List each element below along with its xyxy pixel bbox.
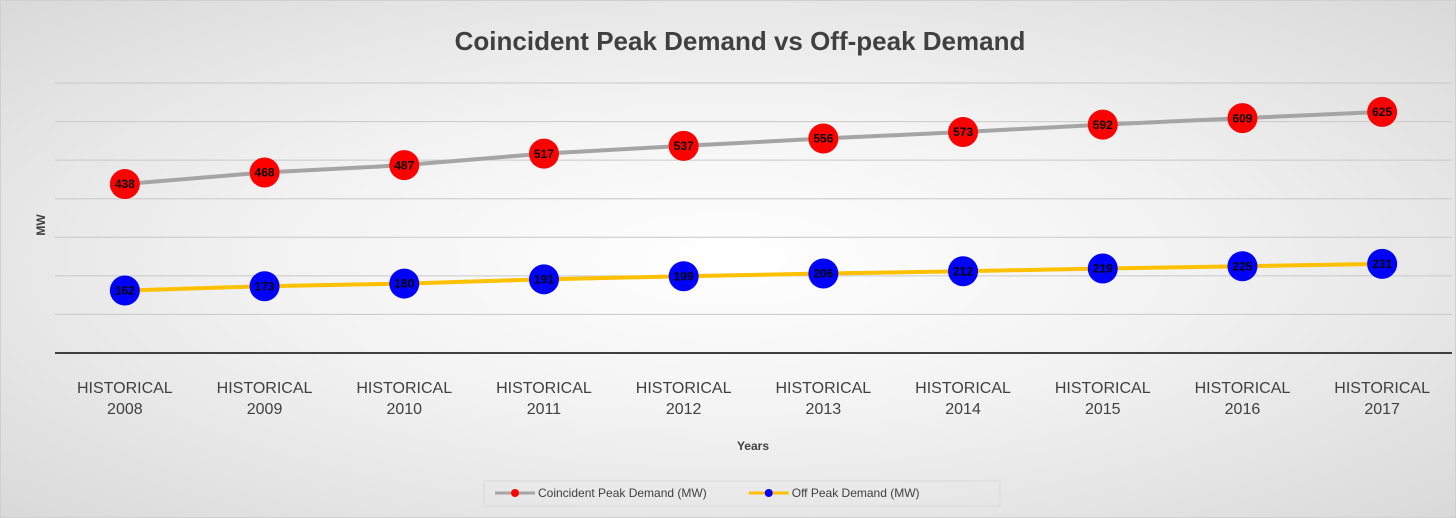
- data-label: 537: [674, 139, 694, 153]
- x-tick-label: HISTORICAL 2008: [76, 380, 173, 418]
- marker: [808, 258, 839, 289]
- y-axis-label: MW: [34, 214, 48, 236]
- x-tick-label: HISTORICAL 2015: [1054, 380, 1151, 418]
- data-label: 173: [255, 279, 275, 293]
- marker: [1087, 253, 1118, 284]
- legend-label: Coincident Peak Demand (MW): [538, 486, 707, 500]
- legend-marker: [764, 489, 773, 497]
- x-tick-label: HISTORICAL 2016: [1194, 380, 1291, 418]
- x-tick-label: HISTORICAL 2014: [915, 380, 1011, 418]
- data-label: 225: [1232, 259, 1252, 273]
- marker: [808, 123, 839, 154]
- marker: [389, 150, 420, 181]
- data-label: 573: [953, 125, 973, 139]
- marker: [1367, 96, 1398, 127]
- marker: [1087, 109, 1118, 140]
- data-label: 191: [534, 273, 554, 287]
- marker: [1367, 248, 1398, 279]
- data-label: 592: [1093, 118, 1113, 132]
- x-tick-label: HISTORICAL 2012: [635, 380, 732, 418]
- marker: [109, 169, 140, 200]
- marker: [1227, 251, 1258, 282]
- series-line: [124, 261, 1383, 293]
- x-axis-label: Years: [737, 439, 769, 453]
- x-tick-label: HISTORICAL 2013: [775, 380, 872, 418]
- marker: [948, 256, 979, 287]
- x-tick-label: HISTORICAL 2010: [356, 380, 453, 418]
- data-label: 212: [953, 264, 973, 278]
- marker: [249, 271, 280, 302]
- legend-box: [483, 480, 1001, 507]
- marker: [389, 268, 420, 299]
- data-label: 468: [255, 166, 275, 180]
- x-tick-label: HISTORICAL 2017: [1334, 380, 1430, 418]
- marker: [528, 264, 559, 295]
- legend-label: Off Peak Demand (MW): [792, 486, 920, 500]
- marker: [528, 138, 559, 169]
- marker: [1227, 103, 1258, 134]
- marker: [668, 130, 699, 161]
- data-label: 180: [394, 277, 414, 291]
- x-tick-label: HISTORICAL 2011: [496, 380, 592, 418]
- data-label: 487: [394, 158, 414, 172]
- data-label: 517: [534, 147, 554, 161]
- x-tick-label: HISTORICAL 2009: [216, 380, 313, 418]
- data-label: 556: [813, 132, 833, 146]
- chart-title: Coincident Peak Demand vs Off-peak Deman…: [455, 26, 1026, 56]
- data-label: 199: [674, 269, 694, 283]
- marker: [249, 157, 280, 188]
- marker: [109, 275, 140, 306]
- data-label: 231: [1372, 257, 1392, 271]
- marker: [948, 116, 979, 147]
- data-label: 162: [115, 284, 135, 298]
- data-label: 625: [1372, 105, 1392, 119]
- data-label: 219: [1093, 262, 1113, 276]
- legend-marker: [511, 489, 519, 497]
- marker: [668, 261, 699, 292]
- data-label: 609: [1232, 111, 1252, 125]
- data-label: 438: [115, 177, 135, 191]
- series-line: [124, 109, 1383, 187]
- data-label: 206: [813, 267, 833, 281]
